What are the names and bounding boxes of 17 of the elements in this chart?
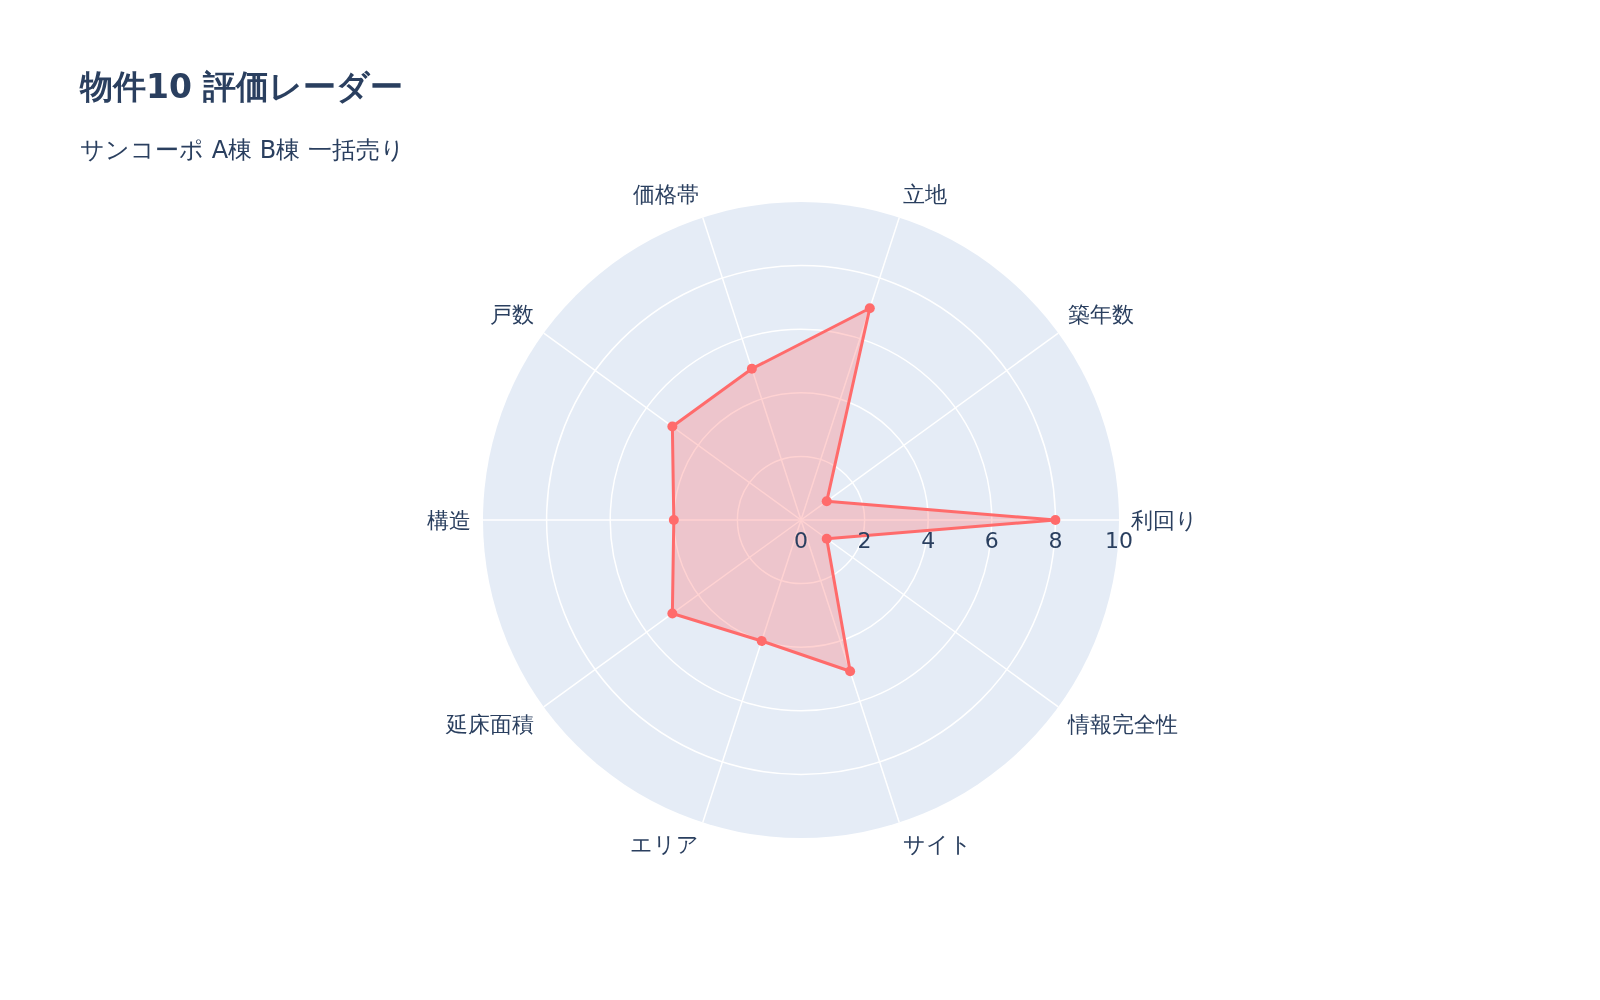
- spoke-label: 築年数: [1067, 302, 1134, 328]
- spoke-label: 立地: [902, 182, 947, 208]
- spoke-label: 構造: [427, 508, 471, 533]
- y-tick-label: 10: [1105, 528, 1133, 553]
- y-tick-label: 6: [984, 528, 999, 553]
- y-tick-label: 4: [921, 528, 936, 553]
- y-tick-label: 8: [1048, 528, 1063, 553]
- spoke-label: 情報完全性: [1066, 711, 1178, 737]
- spoke-label: 利回り: [1131, 508, 1198, 533]
- spoke-label: 延床面積: [445, 711, 535, 737]
- spoke-label: 戸数: [490, 302, 535, 328]
- spoke-label: サイト: [902, 831, 972, 857]
- y-tick-label: 0: [794, 528, 808, 553]
- spoke-label: エリア: [630, 831, 700, 857]
- spoke-label: 価格帯: [633, 182, 700, 208]
- chart-subtitle: サンコーポ A棟 B棟 一括売り: [80, 136, 405, 164]
- chart-title: 物件10 評価レーダー: [79, 67, 404, 106]
